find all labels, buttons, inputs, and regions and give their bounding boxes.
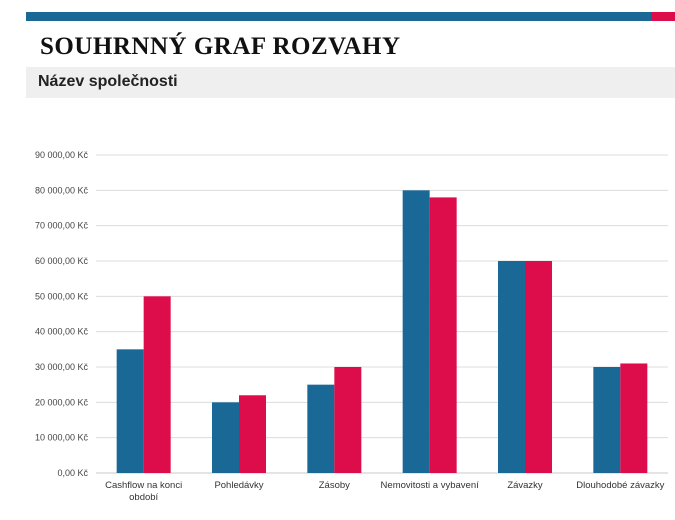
bar-series-1 [498, 261, 525, 473]
bar-series-2 [525, 261, 552, 473]
y-tick-label: 20 000,00 Kč [35, 397, 89, 407]
x-tick-label: Nemovitosti a vybavení [381, 480, 480, 491]
company-band: Název společnosti [26, 67, 675, 98]
y-tick-label: 0,00 Kč [57, 468, 88, 478]
y-tick-label: 80 000,00 Kč [35, 185, 89, 195]
bar-series-2 [429, 197, 457, 473]
bar-series-1 [307, 384, 335, 473]
y-tick-label: 30 000,00 Kč [35, 362, 89, 372]
bar-series-2 [239, 395, 266, 473]
bar-series-1 [593, 367, 621, 473]
y-tick-label: 90 000,00 Kč [35, 150, 89, 160]
company-name: Název společnosti [38, 73, 178, 90]
x-tick-label: Pohledávky [214, 480, 263, 491]
bar-series-2 [143, 296, 171, 473]
y-tick-label: 40 000,00 Kč [35, 327, 89, 337]
x-tick-label: období [129, 492, 158, 503]
y-tick-label: 50 000,00 Kč [35, 291, 89, 301]
bar-series-2 [334, 367, 362, 473]
x-tick-label: Závazky [507, 480, 543, 491]
y-tick-label: 70 000,00 Kč [35, 221, 89, 231]
header-stripe [26, 12, 675, 21]
bar-series-2 [620, 363, 648, 473]
y-tick-label: 10 000,00 Kč [35, 433, 89, 443]
x-tick-label: Dlouhodobé závazky [576, 480, 664, 491]
bar-series-1 [212, 402, 239, 473]
x-tick-label: Cashflow na konci [105, 480, 182, 491]
x-tick-label: Zásoby [319, 480, 350, 491]
bar-series-1 [116, 349, 144, 473]
y-tick-label: 60 000,00 Kč [35, 256, 89, 266]
page-title: SOUHRNNÝ GRAF ROZVAHY [40, 33, 401, 60]
bar-series-1 [402, 190, 430, 474]
header-stripe-accent [651, 12, 675, 21]
